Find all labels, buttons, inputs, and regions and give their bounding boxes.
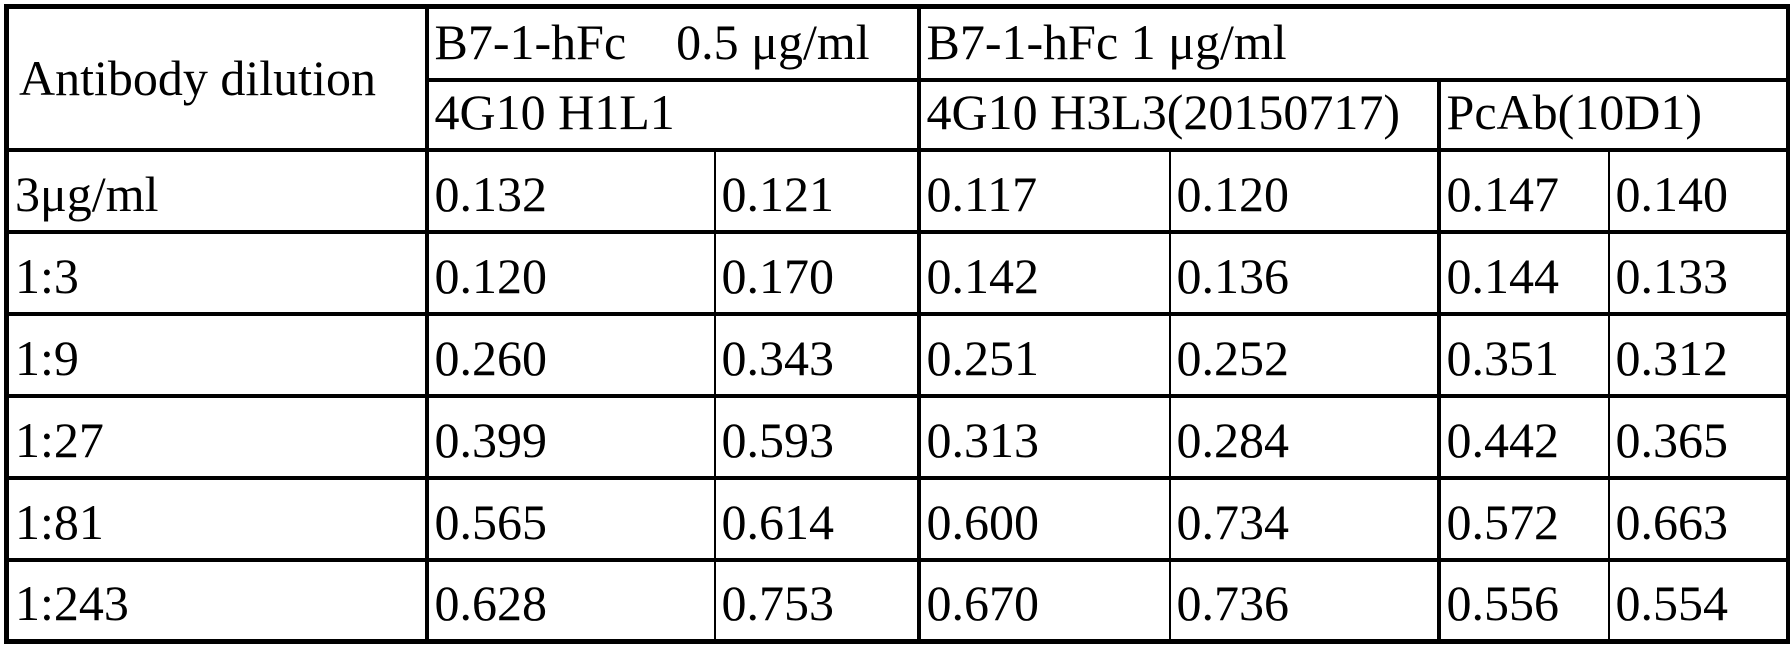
subgroup-header-4g10-h3l3: 4G10 H3L3(20150717) [916,77,1441,152]
od-value-cell: 0.120 [1168,147,1441,234]
od-value-cell: 0.554 [1607,557,1790,644]
od-value-cell: 0.312 [1607,311,1790,398]
od-value-cell: 0.628 [424,557,716,644]
header-row-antibody: 4G10 H1L1 4G10 H3L3(20150717) PcAb(10D1) [7,77,1790,152]
group-header-b7-1-hfc-1: B7-1-hFc 1 μg/ml [916,4,1790,82]
od-value-cell: 0.133 [1607,229,1790,316]
row-label: 1:81 [4,475,429,562]
table-row: 1:3 0.120 0.170 0.142 0.136 0.144 0.133 [4,229,1790,316]
antibody-dilution-od-table: Antibody dilution B7-1-hFc 0.5 μg/ml B7-… [4,4,1790,644]
od-value-cell: 0.120 [424,229,716,316]
od-value-cell: 0.251 [916,311,1171,398]
od-value-cell: 0.284 [1168,393,1441,480]
od-value-cell: 0.572 [1436,475,1610,562]
od-value-cell: 0.753 [713,557,921,644]
od-value-cell: 0.117 [916,147,1171,234]
table-row: 1:27 0.399 0.593 0.313 0.284 0.442 0.365 [4,393,1790,480]
od-value-cell: 0.351 [1436,311,1610,398]
od-value-cell: 0.614 [713,475,921,562]
table-row: 3μg/ml 0.132 0.121 0.117 0.120 0.147 0.1… [4,147,1790,234]
subgroup-header-pcab-10d1: PcAb(10D1) [1436,77,1790,152]
subgroup-header-4g10-h1l1: 4G10 H1L1 [424,77,921,152]
od-value-cell: 0.260 [424,311,716,398]
od-value-cell: 0.565 [424,475,716,562]
od-value-cell: 0.144 [1436,229,1610,316]
od-value-cell: 0.147 [1436,147,1610,234]
od-value-cell: 0.556 [1436,557,1610,644]
od-value-cell: 0.663 [1607,475,1790,562]
od-value-cell: 0.142 [916,229,1171,316]
row-label: 1:243 [4,557,429,644]
od-value-cell: 0.343 [713,311,921,398]
row-label: 1:27 [4,393,429,480]
header-row-concentration: Antibody dilution B7-1-hFc 0.5 μg/ml B7-… [4,4,1790,152]
od-value-cell: 0.593 [713,393,921,480]
table-row: 1:9 0.260 0.343 0.251 0.252 0.351 0.312 [4,311,1790,398]
table-row: 1:81 0.565 0.614 0.600 0.734 0.572 0.663 [4,475,1790,562]
od-value-cell: 0.670 [916,557,1171,644]
row-label: 1:9 [4,311,429,398]
od-value-cell: 0.600 [916,475,1171,562]
row-label: 1:3 [4,229,429,316]
table-row: 1:243 0.628 0.753 0.670 0.736 0.556 0.55… [4,557,1790,644]
od-value-cell: 0.170 [713,229,921,316]
group-header-b7-1-hfc-0p5: B7-1-hFc 0.5 μg/ml [424,4,921,82]
od-value-cell: 0.399 [424,393,716,480]
od-value-cell: 0.136 [1168,229,1441,316]
od-value-cell: 0.132 [424,147,716,234]
od-value-cell: 0.121 [713,147,921,234]
od-value-cell: 0.313 [916,393,1171,480]
od-value-cell: 0.734 [1168,475,1441,562]
corner-header-antibody-dilution: Antibody dilution [4,4,429,152]
od-value-cell: 0.736 [1168,557,1441,644]
od-value-cell: 0.252 [1168,311,1441,398]
od-value-cell: 0.442 [1436,393,1610,480]
od-value-cell: 0.365 [1607,393,1790,480]
od-value-cell: 0.140 [1607,147,1790,234]
row-label: 3μg/ml [4,147,429,234]
